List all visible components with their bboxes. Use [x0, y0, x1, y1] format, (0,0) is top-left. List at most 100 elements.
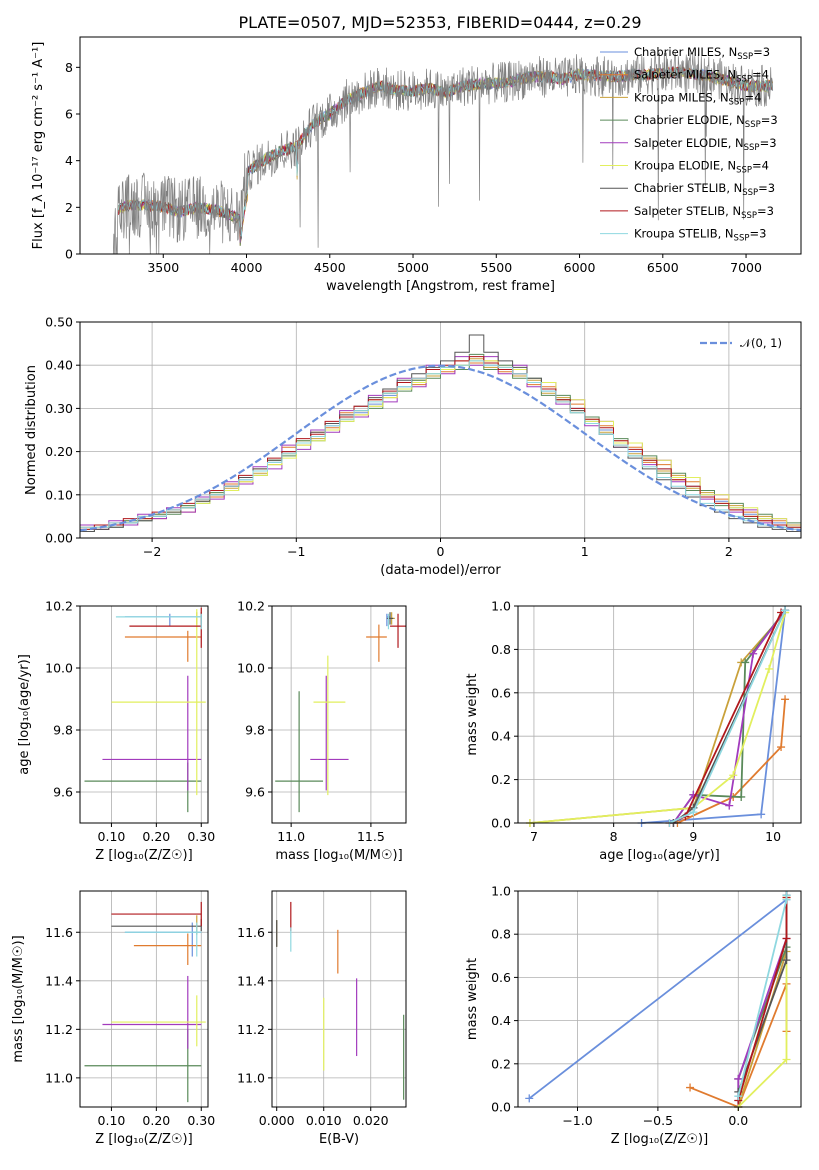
- y-axis-label: Flux [f_λ 10⁻¹⁷ erg cm⁻² s⁻¹ A⁻¹]: [31, 42, 46, 250]
- y-axis-label: mass weight: [465, 958, 480, 1040]
- legend-label-text: Salpeter STELIB, N: [634, 204, 741, 218]
- legend-label: Kroupa MILES, NSSP=4: [634, 90, 761, 107]
- y-tick-label: 9.6: [245, 785, 265, 800]
- y-axis-label: Normed distribution: [24, 365, 39, 495]
- x-tick-label: 7000: [730, 260, 762, 275]
- y-tick-label: 9.8: [53, 723, 73, 738]
- plot-area: [525, 606, 790, 827]
- x-tick-label: 0.010: [306, 1113, 342, 1128]
- y-axis-label: age [log₁₀(age/yr)]: [17, 654, 32, 775]
- x-tick-label: 7: [530, 829, 538, 844]
- mass-weight-marker: [781, 695, 790, 704]
- legend-label: Salpeter STELIB, NSSP=3: [634, 204, 774, 221]
- mass-weight-marker: [686, 1083, 695, 1092]
- legend-label-suffix: =3: [761, 113, 778, 127]
- legend-label-subscript: SSP: [741, 211, 757, 221]
- x-tick-label: 0: [437, 544, 445, 559]
- mass-vs-ebv-panel: 0.000 0.010 0.020 11.0 11.2 11.4 11.6 E(B-V): [237, 890, 407, 1147]
- legend-label: Chabrier STELIB, NSSP=3: [634, 181, 775, 198]
- mass-weight-line: [672, 609, 786, 824]
- y-tick-label: 0.10: [45, 487, 73, 502]
- x-tick-label: 4500: [314, 260, 346, 275]
- mass-weight-marker: [782, 956, 791, 965]
- x-axis-label: (data-model)/error: [380, 563, 501, 578]
- legend-label-suffix: =3: [760, 136, 777, 150]
- y-tick-label: 11.2: [237, 1022, 265, 1037]
- mass-weight-marker: [782, 934, 791, 943]
- plot-area: [276, 901, 405, 1100]
- mass-weight-line: [529, 612, 786, 824]
- x-tick-label: −2: [143, 544, 161, 559]
- mass-weight-marker: [734, 1074, 743, 1083]
- y-axis-label: mass [log₁₀(M/M☉)]: [11, 935, 26, 1062]
- y-tick-label: 6: [65, 107, 73, 122]
- y-tick-label: 9.8: [245, 723, 265, 738]
- axes-frame: [79, 36, 802, 255]
- x-tick-label: 9: [689, 829, 697, 844]
- x-axis-label: wavelength [Angstrom, rest frame]: [326, 279, 555, 294]
- x-tick-label: −1.0: [562, 1113, 592, 1128]
- y-tick-label: 11.0: [45, 1070, 73, 1085]
- observed-spectrum-line: [112, 52, 774, 254]
- plot-area: [275, 612, 406, 813]
- mass-weight-line: [672, 609, 786, 824]
- axes-frame: [271, 890, 407, 1108]
- x-tick-label: 5500: [480, 260, 512, 275]
- legend-label-suffix: =4: [752, 159, 769, 173]
- mass-weight-marker: [782, 1055, 791, 1064]
- legend-label-suffix: =3: [757, 204, 774, 218]
- y-tick-label: 11.6: [45, 925, 73, 940]
- x-tick-label: 11.5: [357, 829, 385, 844]
- y-tick-label: 0.00: [45, 531, 73, 546]
- mass-weight-vs-metallicity-panel: −1.0 −0.5 0.0 0.0 0.2 0.4 0.6 0.8 1.0 Z [log₁₀(Z/…: [465, 884, 802, 1147]
- mass-weight-line: [672, 609, 786, 824]
- mass-weight-marker: [777, 743, 786, 752]
- y-tick-label: 0.0: [491, 816, 511, 831]
- y-tick-label: 0.8: [491, 642, 511, 657]
- axes-frame: [517, 890, 802, 1108]
- y-tick-label: 10.0: [45, 661, 73, 676]
- mass-weight-marker: [734, 1092, 743, 1101]
- legend-label-suffix: =3: [749, 227, 766, 241]
- mass-weight-line: [737, 895, 788, 1093]
- plot-area: [84, 901, 206, 1103]
- mass-weight-marker: [782, 891, 791, 900]
- x-tick-label: 0.10: [98, 1113, 126, 1128]
- x-tick-label: 6500: [647, 260, 679, 275]
- y-tick-label: 2: [65, 200, 73, 215]
- mass-weight-marker: [781, 606, 790, 615]
- legend-label: Kroupa ELODIE, NSSP=4: [634, 159, 769, 176]
- mass-weight-marker: [689, 808, 698, 817]
- legend-label: Salpeter ELODIE, NSSP=3: [634, 136, 777, 153]
- legend-label-text: Kroupa STELIB, N: [634, 227, 734, 241]
- age-vs-mass-panel: 11.0 11.5 9.6 9.8 10.0 10.2 mass [log₁₀(M/M☉)]: [237, 599, 407, 863]
- y-tick-label: 11.2: [45, 1022, 73, 1037]
- y-tick-label: 11.4: [45, 973, 73, 988]
- mass-weight-line: [529, 611, 786, 824]
- x-tick-label: 2: [725, 544, 733, 559]
- plot-area: [79, 334, 802, 538]
- mass-weight-marker: [749, 649, 758, 658]
- mass-weight-line: [677, 699, 786, 824]
- x-tick-label: 0.20: [142, 829, 170, 844]
- legend-label: Kroupa STELIB, NSSP=3: [634, 227, 766, 244]
- legend-label-subscript: SSP: [745, 120, 761, 130]
- x-axis-label: Z [log₁₀(Z/Z☉)]: [611, 1132, 708, 1147]
- y-tick-label: 9.6: [53, 785, 73, 800]
- mass-weight-marker: [765, 664, 774, 673]
- y-tick-label: 0.4: [491, 1013, 511, 1028]
- legend-label-text: Salpeter MILES, N: [634, 68, 736, 82]
- y-tick-label: 10.2: [45, 599, 73, 614]
- y-axis-label: mass weight: [465, 673, 480, 755]
- mass-weight-marker: [525, 1094, 534, 1103]
- x-tick-label: 0.000: [259, 1113, 295, 1128]
- residual-histogram-panel: −2 −1 0 1 2 0.00 0.10 0.20 0.30 0.40 0.50 (data-mod…: [24, 315, 802, 578]
- x-tick-label: 3500: [147, 260, 179, 275]
- axes-frame: [517, 605, 802, 824]
- y-tick-label: 1.0: [491, 599, 511, 614]
- legend-label-suffix: =4: [744, 90, 761, 104]
- legend-label-text: Chabrier MILES, N: [634, 45, 737, 59]
- legend-label-subscript: SSP: [736, 166, 752, 176]
- mass-weight-marker: [757, 810, 766, 819]
